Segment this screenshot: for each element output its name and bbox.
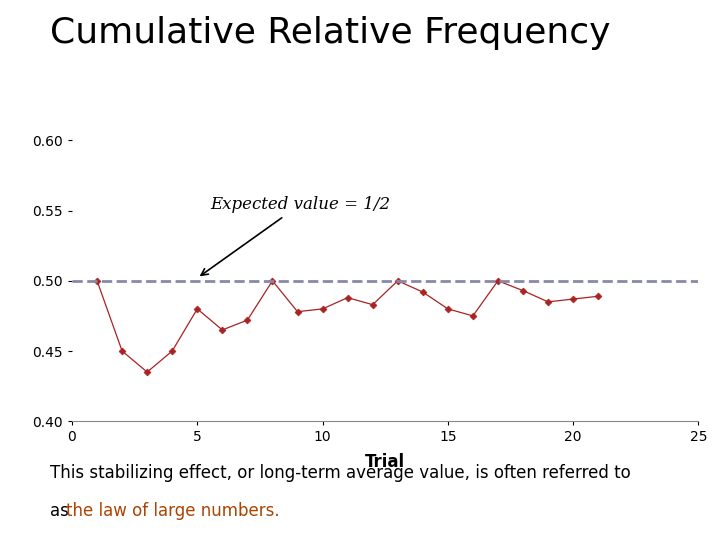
Text: Cumulative Relative Frequency: Cumulative Relative Frequency — [50, 16, 611, 50]
Text: This stabilizing effect, or long-term average value, is often referred to: This stabilizing effect, or long-term av… — [50, 464, 631, 482]
Text: Expected value = 1/2: Expected value = 1/2 — [201, 197, 390, 275]
Text: as: as — [50, 502, 75, 520]
Text: the law of large numbers.: the law of large numbers. — [66, 502, 280, 520]
X-axis label: Trial: Trial — [365, 453, 405, 470]
